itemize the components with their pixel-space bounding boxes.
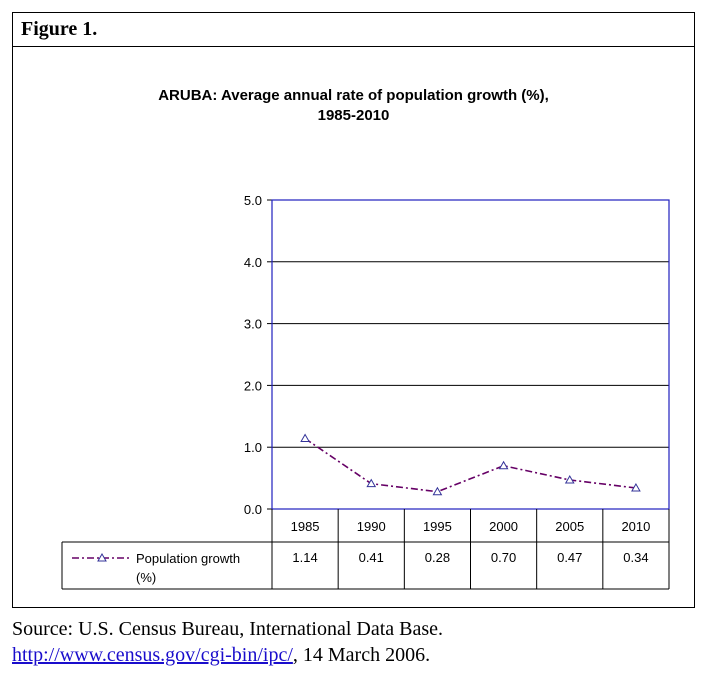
- data-point: [300, 433, 310, 443]
- chart-area: ARUBA: Average annual rate of population…: [12, 46, 695, 608]
- figure-frame: Figure 1.: [12, 12, 695, 608]
- source-link-line: http://www.census.gov/cgi-bin/ipc/, 14 M…: [12, 642, 443, 668]
- data-point: [432, 486, 443, 496]
- data-point: [498, 460, 509, 470]
- y-tick-label: 2.0: [244, 378, 262, 393]
- y-tick-label: 0.0: [244, 502, 262, 517]
- source-suffix: , 14 March 2006.: [292, 644, 431, 666]
- figure-label: Figure 1.: [21, 18, 98, 40]
- figure-header: Figure 1.: [13, 13, 694, 47]
- y-tick-label: 4.0: [244, 255, 262, 270]
- source-text: Source: U.S. Census Bureau, Internationa…: [12, 618, 444, 640]
- data-point: [366, 478, 377, 488]
- x-tick-label: 2000: [489, 519, 518, 534]
- data-point: [631, 482, 641, 492]
- value-label: 0.28: [425, 550, 450, 565]
- y-tick-label: 1.0: [244, 440, 262, 455]
- legend-marker: [97, 552, 107, 562]
- x-tick-label: 1985: [291, 519, 320, 534]
- legend-label-line2: (%): [136, 570, 156, 585]
- x-tick-label: 1995: [423, 519, 452, 534]
- source-note: Source: U.S. Census Bureau, Internationa…: [12, 616, 443, 668]
- value-label: 0.70: [491, 550, 516, 565]
- data-point: [564, 474, 575, 484]
- chart-title-line1: ARUBA: Average annual rate of population…: [158, 87, 549, 104]
- plot-border: [271, 199, 670, 510]
- chart-subtitle: 1985-2010: [317, 107, 390, 124]
- x-tick-label: 2010: [621, 519, 650, 534]
- value-label: 0.41: [359, 550, 384, 565]
- y-tick-label: 5.0: [244, 193, 262, 208]
- value-label: 1.14: [292, 550, 317, 565]
- value-label: 0.47: [557, 550, 582, 565]
- chart-title: ARUBA: Average annual rate of population…: [12, 86, 695, 126]
- value-label: 0.34: [623, 550, 648, 565]
- series-line: [304, 437, 637, 493]
- legend-label-line1: Population growth: [136, 551, 240, 566]
- y-tick-label: 3.0: [244, 317, 262, 332]
- x-tick-label: 2005: [555, 519, 584, 534]
- source-link[interactable]: http://www.census.gov/cgi-bin/ipc/: [12, 644, 293, 666]
- x-tick-label: 1990: [357, 519, 386, 534]
